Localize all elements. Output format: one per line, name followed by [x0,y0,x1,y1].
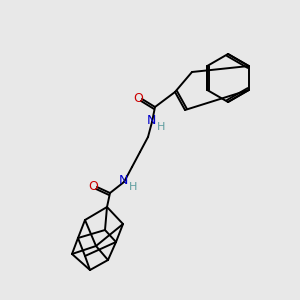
Text: H: H [157,122,165,132]
Text: N: N [118,175,128,188]
Text: H: H [129,182,137,192]
Text: N: N [146,115,156,128]
Text: O: O [88,179,98,193]
Text: O: O [133,92,143,104]
